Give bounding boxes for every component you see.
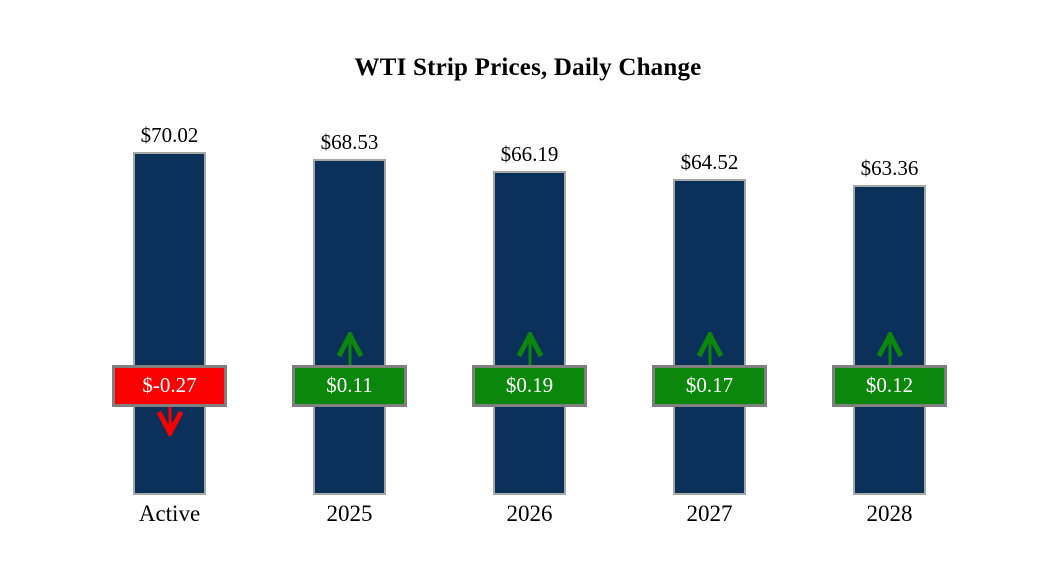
up-arrow-icon [876,329,904,371]
up-arrow-icon [696,329,724,371]
price-label: $66.19 [500,142,559,166]
up-arrow-icon [336,329,364,371]
change-badge-positive: $0.11 [292,365,407,407]
up-arrow-icon [516,329,544,371]
chart-title: WTI Strip Prices, Daily Change [354,54,702,81]
price-label: $68.53 [320,130,379,154]
price-bar [853,185,926,495]
category-label-2026: 2026 [506,501,553,526]
down-arrow-icon [156,406,184,441]
price-label: $70.02 [140,123,199,147]
category-label-2028: 2028 [866,501,913,526]
change-badge-negative: $-0.27 [112,365,227,407]
price-label: $64.52 [680,150,739,174]
change-badge-positive: $0.12 [832,365,947,407]
category-label-active: Active [138,501,201,526]
change-badge-positive: $0.17 [652,365,767,407]
price-label: $63.36 [860,156,919,180]
change-badge-positive: $0.19 [472,365,587,407]
category-label-2027: 2027 [686,501,733,526]
price-bar [133,152,206,495]
category-label-2025: 2025 [326,501,373,526]
price-bar [313,159,386,495]
